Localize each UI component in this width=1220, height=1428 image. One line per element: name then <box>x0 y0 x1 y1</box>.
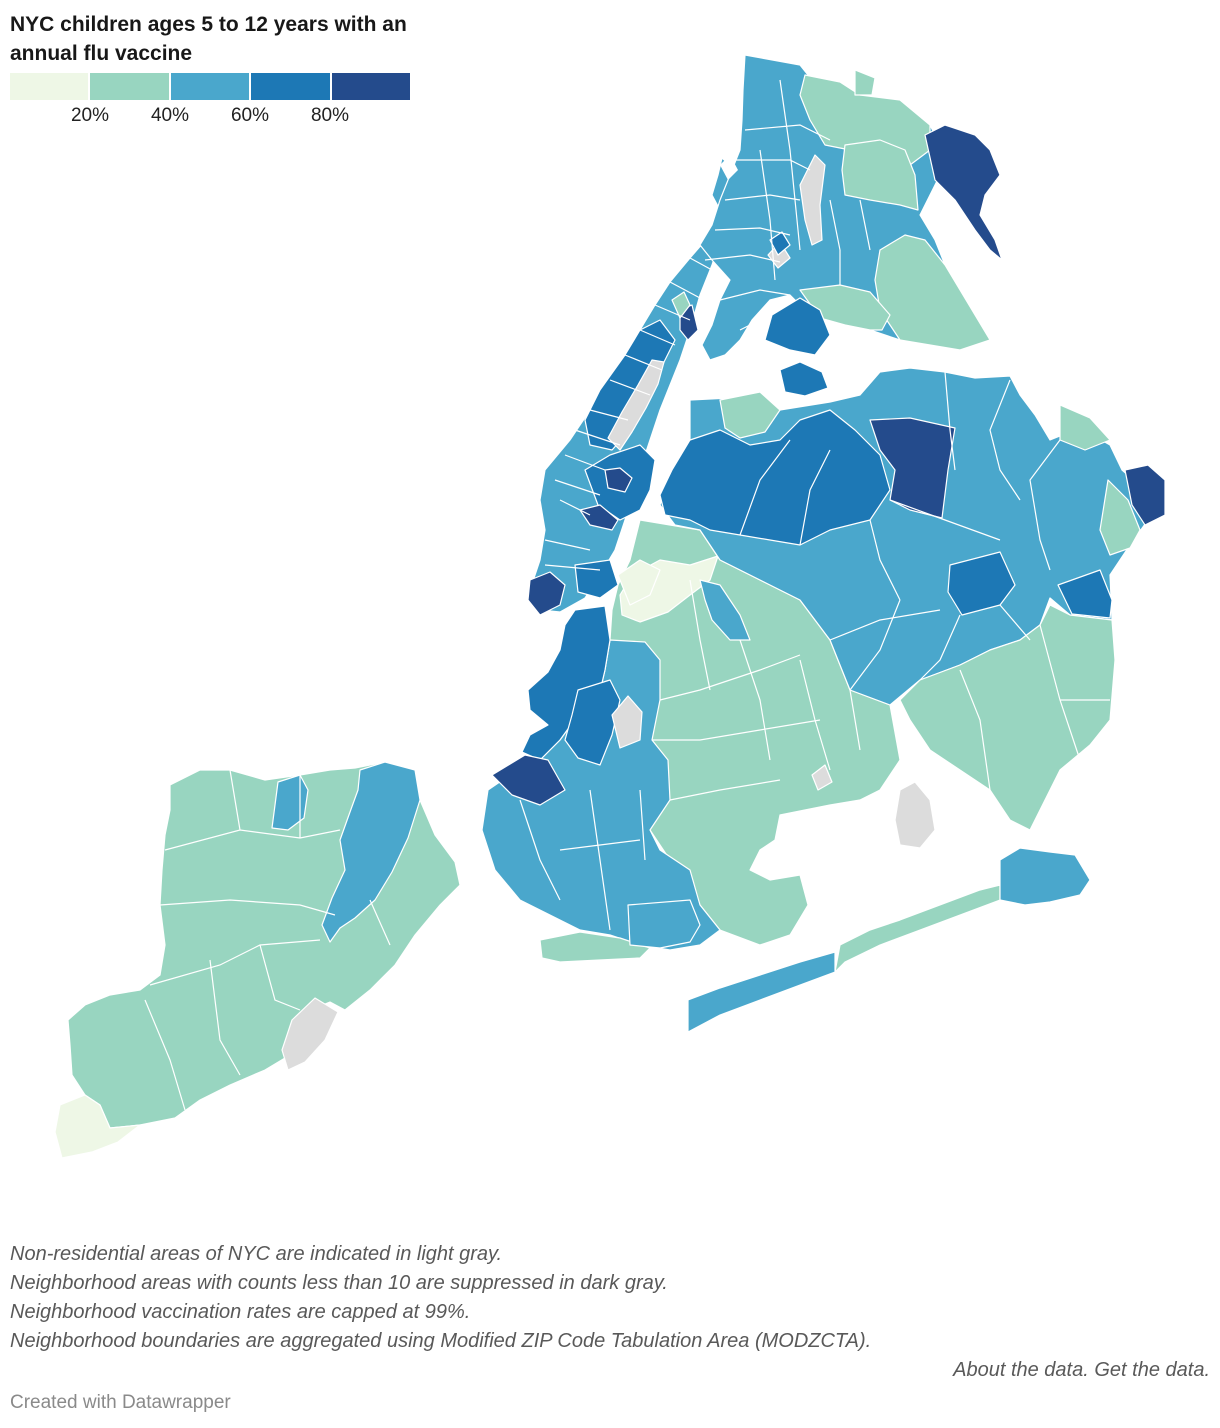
datawrapper-credit[interactable]: Created with Datawrapper <box>10 1392 231 1413</box>
queens <box>617 361 1166 1033</box>
map-area[interactable] <box>999 847 1091 906</box>
map-area[interactable] <box>611 695 643 749</box>
map-area[interactable] <box>779 361 829 397</box>
data-links: About the data. Get the data. <box>10 1356 1210 1385</box>
map-area[interactable] <box>899 604 1116 831</box>
map-area[interactable] <box>894 781 936 849</box>
map-area[interactable] <box>617 559 661 606</box>
map-area[interactable] <box>607 359 665 451</box>
map-area[interactable] <box>834 884 1001 973</box>
map-area[interactable] <box>54 1094 141 1159</box>
legend-tick-40: 40% <box>150 105 190 126</box>
chart-title: NYC children ages 5 to 12 years with an … <box>10 13 407 65</box>
get-the-data-link[interactable]: Get the data. <box>1094 1359 1210 1381</box>
color-legend: 20% 40% 60% 80% <box>10 73 411 133</box>
map-area[interactable] <box>764 297 831 356</box>
map-area[interactable] <box>1059 404 1111 451</box>
map-area[interactable] <box>769 231 791 256</box>
manhattan <box>527 157 741 616</box>
map-area[interactable] <box>1099 479 1141 556</box>
map-area[interactable] <box>539 931 651 963</box>
bronx <box>699 54 1003 361</box>
map-area[interactable] <box>527 571 566 616</box>
legend-swatch-40-60 <box>170 73 250 100</box>
legend-tick-20: 20% <box>70 105 110 126</box>
map-area[interactable] <box>924 124 1003 261</box>
map-area[interactable] <box>574 559 619 599</box>
map-area[interactable] <box>854 69 876 96</box>
map-area[interactable] <box>271 774 309 831</box>
map-area[interactable] <box>659 409 891 546</box>
map-area[interactable] <box>321 761 421 943</box>
legend-swatch-20-40 <box>90 73 169 100</box>
map-area[interactable] <box>521 605 611 761</box>
note-capped: Neighborhood vaccination rates are cappe… <box>10 1301 471 1323</box>
map-area[interactable] <box>869 417 956 519</box>
legend-swatch-80-100 <box>331 73 411 100</box>
map-area[interactable] <box>579 504 619 531</box>
map-area[interactable] <box>627 899 701 949</box>
staten-island <box>54 761 461 1159</box>
map-area[interactable] <box>491 754 566 806</box>
map-area[interactable] <box>564 679 621 766</box>
note-non-residential: Non-residential areas of NYC are indicat… <box>10 1243 503 1265</box>
about-the-data-link[interactable]: About the data. <box>953 1359 1089 1381</box>
note-boundaries: Neighborhood boundaries are aggregated u… <box>10 1330 872 1352</box>
map-area[interactable] <box>799 284 891 331</box>
map-area[interactable] <box>719 391 781 439</box>
legend-swatch-60-80 <box>251 73 330 100</box>
legend-bar <box>10 73 411 100</box>
map-area[interactable] <box>1057 569 1113 619</box>
map-area[interactable] <box>811 764 833 791</box>
map-area[interactable] <box>687 951 836 1033</box>
legend-tick-80: 80% <box>310 105 350 126</box>
map-area[interactable] <box>604 467 633 493</box>
note-suppressed: Neighborhood areas with counts less than… <box>10 1272 668 1294</box>
notes-block: Non-residential areas of NYC are indicat… <box>10 1240 1210 1385</box>
map-area[interactable] <box>1124 464 1166 526</box>
nyc-choropleth-map <box>54 54 1166 1159</box>
legend-tick-60: 60% <box>230 105 270 126</box>
map-area[interactable] <box>841 139 919 211</box>
map-area[interactable] <box>671 291 691 319</box>
legend-swatch-0-20 <box>10 73 89 100</box>
map-area[interactable] <box>281 997 339 1071</box>
map-area[interactable] <box>799 154 826 246</box>
